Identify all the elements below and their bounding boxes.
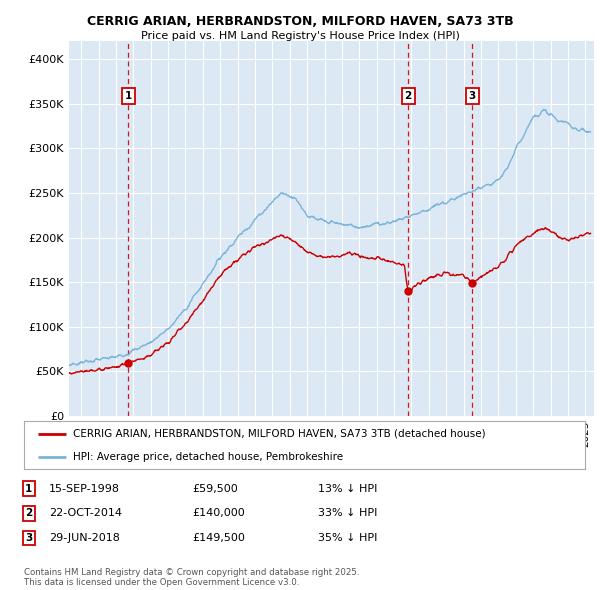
Text: £149,500: £149,500 xyxy=(192,533,245,543)
Text: 1: 1 xyxy=(25,484,32,493)
Text: 33% ↓ HPI: 33% ↓ HPI xyxy=(318,509,377,518)
Text: 35% ↓ HPI: 35% ↓ HPI xyxy=(318,533,377,543)
Text: 3: 3 xyxy=(469,91,476,101)
Text: Price paid vs. HM Land Registry's House Price Index (HPI): Price paid vs. HM Land Registry's House … xyxy=(140,31,460,41)
Text: Contains HM Land Registry data © Crown copyright and database right 2025.
This d: Contains HM Land Registry data © Crown c… xyxy=(24,568,359,587)
Text: HPI: Average price, detached house, Pembrokeshire: HPI: Average price, detached house, Pemb… xyxy=(73,452,343,462)
Text: 29-JUN-2018: 29-JUN-2018 xyxy=(49,533,120,543)
Text: CERRIG ARIAN, HERBRANDSTON, MILFORD HAVEN, SA73 3TB: CERRIG ARIAN, HERBRANDSTON, MILFORD HAVE… xyxy=(86,15,514,28)
Text: 13% ↓ HPI: 13% ↓ HPI xyxy=(318,484,377,493)
Text: 2: 2 xyxy=(25,509,32,518)
Text: 3: 3 xyxy=(25,533,32,543)
Text: 15-SEP-1998: 15-SEP-1998 xyxy=(49,484,120,493)
Text: £59,500: £59,500 xyxy=(192,484,238,493)
Text: CERRIG ARIAN, HERBRANDSTON, MILFORD HAVEN, SA73 3TB (detached house): CERRIG ARIAN, HERBRANDSTON, MILFORD HAVE… xyxy=(73,429,486,439)
Text: 2: 2 xyxy=(404,91,412,101)
Text: £140,000: £140,000 xyxy=(192,509,245,518)
Text: 22-OCT-2014: 22-OCT-2014 xyxy=(49,509,122,518)
Text: 1: 1 xyxy=(125,91,132,101)
